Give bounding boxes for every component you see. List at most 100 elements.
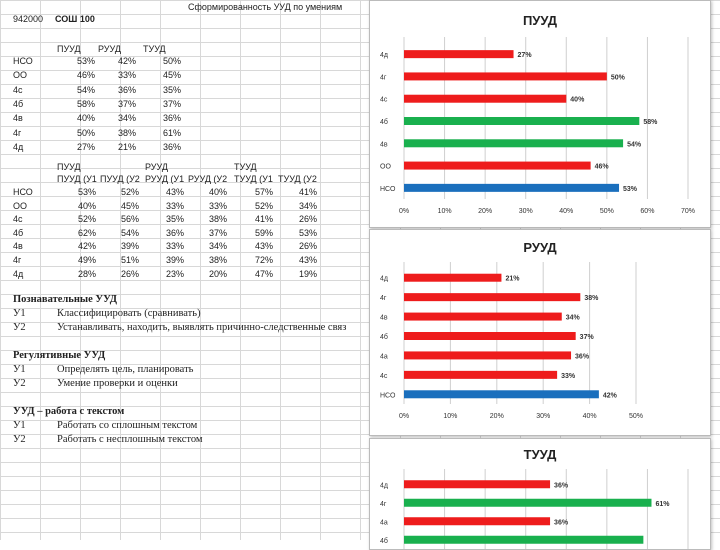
data-label: 53% bbox=[623, 186, 638, 193]
data-label: 42% bbox=[603, 392, 618, 399]
table2-row-label: 4д bbox=[13, 268, 24, 279]
category-label: 4с bbox=[380, 97, 388, 104]
legend-item-text: Устанавливать, находить, выявлять причин… bbox=[57, 322, 347, 333]
category-label: 4в bbox=[380, 141, 388, 148]
category-label: 4б bbox=[380, 537, 388, 545]
tuud-chart[interactable]: ТУУД 4д 36% 4г 61% 4а 36% 4б bbox=[369, 438, 711, 550]
table2-value-cell: 33% bbox=[208, 200, 227, 211]
table1-header-cell: РУУД bbox=[98, 44, 121, 54]
category-label: 4а bbox=[380, 519, 388, 526]
legend-section-title: Регулятивные УУД bbox=[13, 350, 106, 361]
category-label: 4д bbox=[380, 276, 388, 283]
category-label: 4б bbox=[380, 118, 388, 126]
data-label: 61% bbox=[655, 501, 670, 508]
bar bbox=[404, 332, 576, 340]
table1-header-cell: ПУУД bbox=[57, 44, 81, 54]
table2-row-label: 4б bbox=[13, 227, 24, 238]
table2-row-label: ОО bbox=[13, 200, 28, 211]
table2-value-cell: 33% bbox=[165, 200, 184, 211]
x-tick-label: 60% bbox=[640, 208, 654, 215]
data-label: 36% bbox=[554, 519, 569, 526]
bar bbox=[404, 498, 652, 507]
x-tick-label: 30% bbox=[536, 413, 550, 420]
legend-item-code: У2 bbox=[13, 378, 26, 389]
chart-title: РУУД bbox=[523, 240, 557, 255]
table1-value-cell: 58% bbox=[76, 98, 95, 109]
table2-header-cell: ПУУД (У2 bbox=[100, 174, 140, 184]
x-tick-label: 10% bbox=[438, 208, 452, 215]
table2-value-cell: 62% bbox=[77, 227, 96, 238]
data-label: 37% bbox=[580, 334, 595, 341]
bar bbox=[404, 370, 558, 379]
table1-row-label: 4б bbox=[13, 98, 24, 109]
table2-row-label: НСО bbox=[13, 187, 33, 197]
data-label: 58% bbox=[643, 119, 658, 126]
table1-value-cell: 54% bbox=[76, 84, 95, 95]
ruud-chart[interactable]: РУУД 0% 10% 20% 30% 40% 50% 4д 21% 4г 38% 4в 34% 4б 37… bbox=[369, 229, 711, 436]
table2-value-cell: 72% bbox=[254, 255, 273, 265]
table2-value-cell: 59% bbox=[254, 227, 273, 238]
chart-svg: РУУД 0% 10% 20% 30% 40% 50% 4д 21% 4г 38% 4в 34% 4б 37… bbox=[380, 240, 643, 420]
category-label: 4а bbox=[380, 353, 388, 360]
table2-value-cell: 36% bbox=[165, 227, 184, 238]
table2-value-cell: 40% bbox=[208, 187, 227, 197]
table1-value-cell: 50% bbox=[162, 56, 181, 66]
header-title: Сформированность УУД по умениям bbox=[188, 2, 343, 12]
table2-value-cell: 35% bbox=[165, 214, 184, 225]
table2-value-cell: 45% bbox=[120, 200, 139, 211]
x-tick-label: 40% bbox=[583, 413, 597, 420]
bar bbox=[404, 94, 567, 103]
data-label: 46% bbox=[595, 164, 610, 171]
category-label: НСО bbox=[380, 186, 396, 193]
bar bbox=[404, 480, 551, 489]
category-label: 4с bbox=[380, 373, 388, 380]
chart-title: ПУУД bbox=[523, 13, 558, 28]
bar bbox=[404, 117, 640, 125]
table2-value-cell: 52% bbox=[77, 214, 96, 225]
table2-value-cell: 51% bbox=[120, 255, 139, 265]
legend-item-text: Умение проверки и оценки bbox=[57, 378, 178, 389]
table2-group-header: РУУД bbox=[145, 162, 168, 172]
table2-value-cell: 42% bbox=[77, 241, 96, 252]
table2-value-cell: 52% bbox=[120, 187, 139, 197]
x-tick-label: 10% bbox=[443, 413, 457, 420]
table2-value-cell: 37% bbox=[208, 227, 227, 238]
table1-value-cell: 53% bbox=[76, 56, 95, 66]
table2-value-cell: 40% bbox=[77, 200, 96, 211]
bar bbox=[404, 390, 599, 399]
x-tick-label: 0% bbox=[399, 208, 409, 215]
legend-item-code: У1 bbox=[13, 308, 26, 319]
legend-item-text: Классифицировать (сравнивать) bbox=[57, 308, 201, 319]
category-label: 4д bbox=[380, 52, 388, 59]
bar bbox=[404, 139, 624, 148]
table1-header-cell: ТУУД bbox=[143, 44, 166, 54]
category-label: ОО bbox=[380, 164, 391, 171]
x-tick-label: 40% bbox=[559, 208, 573, 215]
data-label: 34% bbox=[566, 315, 581, 322]
bar bbox=[404, 50, 514, 59]
table2-row-label: 4г bbox=[13, 255, 22, 265]
table1-value-cell: 40% bbox=[76, 113, 95, 124]
table1-value-cell: 36% bbox=[162, 113, 181, 124]
table1-row-label: 4в bbox=[13, 113, 23, 124]
table2-value-cell: 34% bbox=[208, 241, 227, 252]
table1-row-label: 4с bbox=[13, 84, 23, 95]
legend-item-code: У2 bbox=[13, 434, 26, 445]
data-label: 36% bbox=[575, 353, 590, 360]
data-label: 54% bbox=[627, 141, 642, 148]
bar bbox=[404, 161, 591, 170]
table2-value-cell: 23% bbox=[165, 268, 184, 279]
table2-value-cell: 26% bbox=[120, 268, 139, 279]
table1-value-cell: 36% bbox=[162, 141, 181, 152]
header-code: 942000 bbox=[13, 14, 44, 24]
table1-value-cell: 38% bbox=[117, 127, 136, 138]
table2-value-cell: 57% bbox=[254, 187, 273, 197]
category-label: 4д bbox=[380, 482, 388, 489]
data-label: 21% bbox=[505, 276, 520, 283]
puud-chart[interactable]: ПУУД 0% 10% 20% 30% 40% 50% 60% 70% 4д 27% 4г 50% 4с 4… bbox=[369, 0, 711, 228]
x-tick-label: 50% bbox=[629, 413, 643, 420]
legend-item-code: У2 bbox=[13, 322, 26, 333]
legend-item-code: У1 bbox=[13, 420, 26, 431]
table1-value-cell: 21% bbox=[117, 141, 136, 152]
data-label: 50% bbox=[611, 74, 626, 81]
